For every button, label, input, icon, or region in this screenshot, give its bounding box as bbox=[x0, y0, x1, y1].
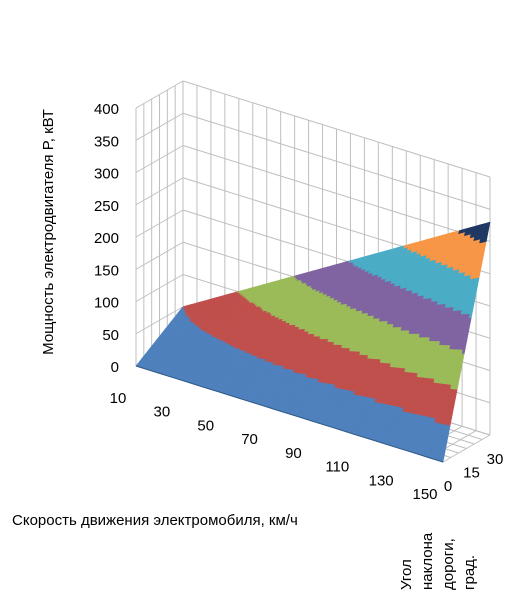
surface-cell bbox=[462, 345, 467, 351]
surface-cell bbox=[463, 341, 467, 347]
surface-cell bbox=[472, 293, 477, 299]
surface-cell bbox=[474, 285, 478, 291]
surface-cell bbox=[468, 313, 473, 319]
surface-cell bbox=[465, 329, 470, 335]
surface-cell bbox=[474, 281, 479, 287]
surface-cell bbox=[475, 277, 480, 283]
surface-cell bbox=[469, 309, 474, 315]
surface-cell bbox=[471, 297, 476, 303]
surface-cell bbox=[470, 305, 474, 311]
surface-cell bbox=[467, 321, 471, 327]
surface-cell bbox=[466, 325, 470, 331]
surface-cell bbox=[460, 357, 464, 363]
surface-cell bbox=[463, 337, 468, 343]
surface-cell bbox=[483, 237, 488, 244]
surface-cell bbox=[464, 333, 469, 339]
surface-cell bbox=[470, 301, 475, 307]
surface-cell bbox=[473, 289, 478, 295]
chart-surface bbox=[135, 221, 491, 463]
surface-cell bbox=[460, 353, 465, 359]
surface-cell bbox=[461, 349, 466, 355]
surface-cell bbox=[467, 317, 472, 323]
